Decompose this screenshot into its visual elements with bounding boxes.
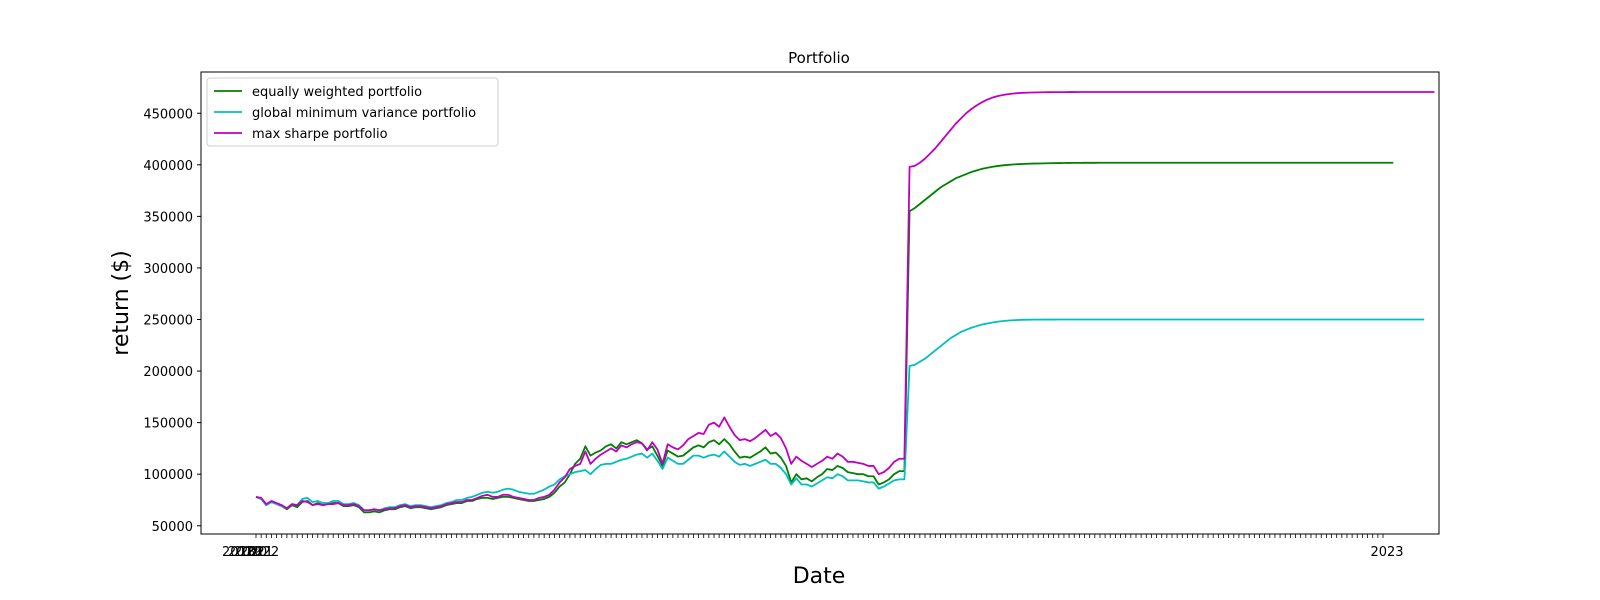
x-tick-label: 2019: [228, 545, 261, 560]
x-tick-label: 2020: [234, 545, 267, 560]
series-line-1: [255, 318, 1425, 512]
y-tick-label: 300000: [143, 262, 193, 277]
plot-frame: [200, 71, 1440, 535]
y-tick-label: 400000: [143, 159, 193, 174]
x-tick-label: 2022: [246, 545, 279, 560]
y-axis-label: return ($): [109, 250, 134, 355]
series-line-2: [255, 91, 1435, 512]
x-axis-label: Date: [793, 564, 846, 589]
x-tick-label: 2023: [1370, 545, 1403, 560]
series-lines: [255, 91, 1435, 514]
y-tick-label: 250000: [143, 314, 193, 329]
x-tick-label: 2018: [222, 545, 255, 560]
y-tick-label: 350000: [143, 210, 193, 225]
y-tick-label: 50000: [152, 520, 193, 535]
y-axis-ticks: 50000 100000 150000 200000 250000 300000 35000…: [143, 107, 201, 535]
legend-label: equally weighted portfolio: [252, 85, 422, 100]
series-line-0: [255, 161, 1394, 514]
y-tick-label: 100000: [143, 468, 193, 483]
legend: equally weighted portfolio global minimum…: [206, 77, 499, 147]
chart-title: Portfolio: [788, 49, 850, 67]
y-tick-label: 200000: [143, 365, 193, 380]
y-tick-label: 150000: [143, 417, 193, 432]
legend-label: global minimum variance portfolio: [252, 106, 476, 121]
x-tick-label: 2021: [240, 545, 273, 560]
legend-label: max sharpe portfolio: [252, 127, 388, 142]
legend-box: [206, 77, 499, 147]
y-tick-label: 450000: [143, 107, 193, 122]
